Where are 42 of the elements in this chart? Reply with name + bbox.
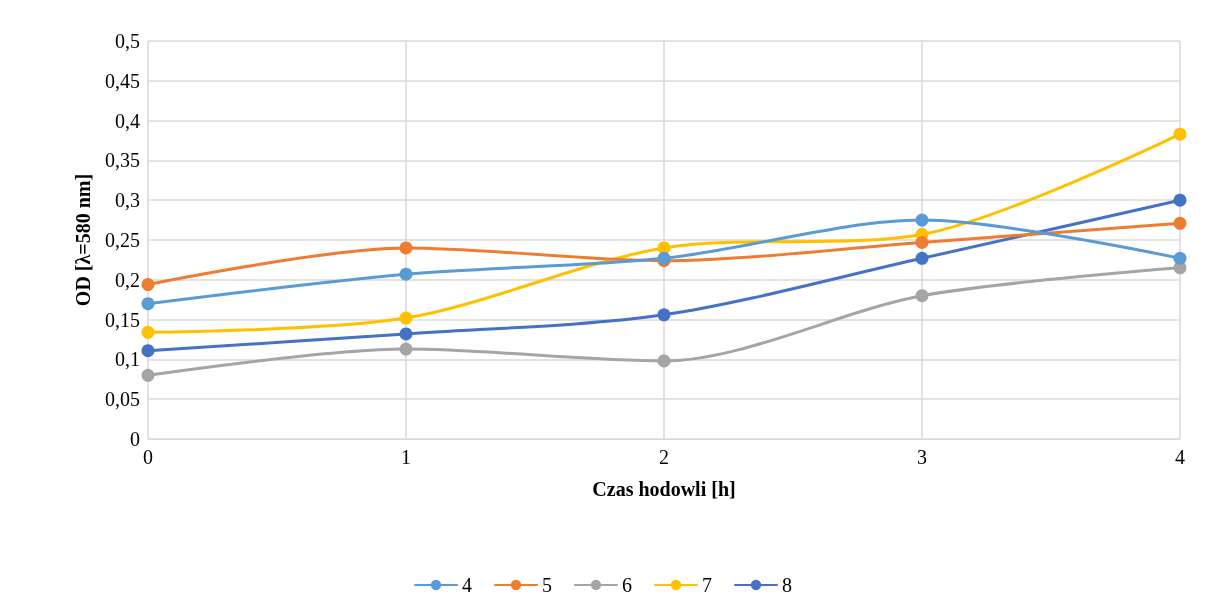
point: [1173, 127, 1187, 141]
legend-label: 8: [782, 574, 792, 596]
point: [141, 368, 155, 382]
point: [141, 297, 155, 311]
point: [1173, 216, 1187, 230]
point: [1173, 251, 1187, 265]
point: [141, 344, 155, 358]
y-tick-label: 0,4: [115, 109, 140, 132]
y-tick-label: 0,35: [105, 149, 140, 172]
point: [141, 278, 155, 292]
legend-label: 6: [622, 574, 632, 596]
point: [915, 213, 929, 227]
x-axis-title: Czas hodowli [h]: [592, 478, 736, 500]
point: [399, 267, 413, 281]
legend-label: 7: [702, 574, 712, 596]
point: [399, 327, 413, 341]
y-tick-label: 0,5: [115, 30, 140, 52]
y-tick-label: 0,05: [105, 388, 140, 411]
y-tick-label: 0: [130, 428, 140, 450]
point: [657, 308, 671, 322]
x-tick-label: 4: [1175, 446, 1185, 468]
y-tick-label: 0,25: [105, 229, 140, 251]
x-tick-label: 2: [659, 446, 669, 468]
point: [915, 289, 929, 303]
y-tick-label: 0,45: [105, 69, 140, 92]
point: [141, 325, 155, 339]
point: [399, 311, 413, 325]
y-tick-label: 0,3: [115, 189, 140, 212]
point: [399, 241, 413, 255]
point: [915, 235, 929, 249]
y-axis-title: OD [λ=580 nm]: [72, 173, 94, 307]
point: [657, 354, 671, 368]
legend-label: 5: [542, 574, 552, 596]
point: [399, 342, 413, 356]
point: [915, 251, 929, 265]
x-tick-label: 1: [401, 446, 411, 468]
y-tick-label: 0,1: [115, 348, 140, 371]
y-tick-label: 0,2: [115, 268, 140, 291]
legend-label: 4: [462, 574, 472, 596]
x-tick-label: 3: [917, 446, 927, 468]
y-tick-label: 0,15: [105, 308, 140, 331]
point: [1173, 193, 1187, 207]
